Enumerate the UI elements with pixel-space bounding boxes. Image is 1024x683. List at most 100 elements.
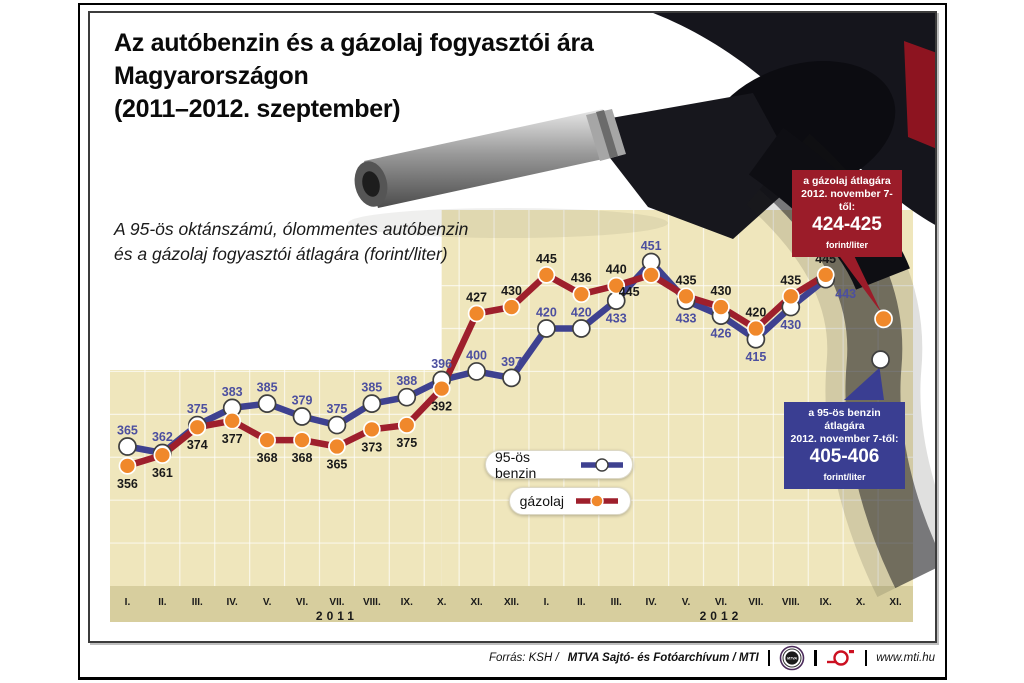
svg-text:MTVA: MTVA <box>787 657 797 661</box>
value-label: 435 <box>676 273 697 287</box>
diesel-callout-line2: 2012. november 7-től: <box>801 188 893 213</box>
value-label: 430 <box>780 318 801 332</box>
value-label: 392 <box>431 400 452 414</box>
footer-divider <box>814 650 817 666</box>
value-label: 379 <box>292 393 313 407</box>
month-tick-label: VI. <box>296 597 308 608</box>
diesel-callout-line1: a gázolaj átlagára <box>803 175 891 187</box>
mti-logo-icon <box>826 650 854 666</box>
year-label: 2011 <box>316 609 358 623</box>
x-axis-band <box>110 586 913 622</box>
month-tick-label: I. <box>125 597 131 608</box>
benzin-callout-line1: a 95-ös benzin átlagára <box>808 407 881 432</box>
title-line-2: Magyarországon <box>114 62 309 90</box>
value-label: 365 <box>117 424 138 438</box>
data-point-marker <box>712 298 730 316</box>
infographic-frame: I. II. III. IV. V. VI. VII. VIII. IX. X. XI. XII. 20… <box>88 11 937 643</box>
value-label: 440 <box>606 263 627 277</box>
value-label: 436 <box>571 271 592 285</box>
legend-marker-gazolaj <box>576 494 618 508</box>
data-point-marker <box>223 411 242 430</box>
month-tick-label: I. <box>544 597 550 608</box>
data-point-marker <box>607 276 626 295</box>
value-label: 400 <box>466 348 487 362</box>
legend-item-benzin: 95-ös benzin <box>485 448 633 481</box>
value-label: 420 <box>536 306 557 320</box>
data-point-marker <box>257 394 277 413</box>
month-tick-label: IX. <box>401 597 413 608</box>
value-label: 375 <box>187 402 208 416</box>
value-label: 443 <box>835 287 856 301</box>
data-point-marker <box>677 287 695 306</box>
data-point-marker <box>537 266 556 284</box>
value-label: 433 <box>606 312 627 326</box>
value-label: 368 <box>257 451 278 465</box>
year-label: 2012 <box>700 609 743 623</box>
month-tick-label: VII. <box>329 597 344 608</box>
value-label: 420 <box>571 306 592 320</box>
value-label: 435 <box>780 273 801 287</box>
x-axis-labels: I. II. III. IV. V. VI. VII. VIII. IX. X. XI. XII. 20… <box>125 597 902 623</box>
legend-item-gazolaj: gázolaj <box>509 487 631 515</box>
data-point-marker <box>118 437 137 456</box>
data-point-marker <box>258 431 276 449</box>
value-label: 356 <box>117 477 138 491</box>
data-point-marker <box>397 387 417 407</box>
month-tick-label: XI. <box>470 597 482 608</box>
month-tick-label: IX. <box>820 597 832 608</box>
value-label: 375 <box>396 436 417 450</box>
benzin-callout-value: 405-406 <box>809 446 880 467</box>
footer-divider <box>864 650 868 666</box>
legend-label-benzin: 95-ös benzin <box>495 448 537 481</box>
data-point-marker <box>153 446 172 464</box>
chart-title: Az autóbenzin és a gázolaj fogyasztói ár… <box>114 27 594 126</box>
data-point-marker <box>571 319 591 338</box>
month-tick-label: II. <box>577 597 586 608</box>
value-label: 362 <box>152 430 173 444</box>
benzin-callout-unit: forint/liter <box>823 472 866 482</box>
value-label: 445 <box>619 285 640 299</box>
data-point-marker <box>432 379 451 398</box>
forecast-point-marker <box>871 350 890 369</box>
data-point-marker <box>537 319 556 338</box>
value-label: 365 <box>327 458 348 472</box>
value-label: 385 <box>257 381 278 395</box>
nozzle-body <box>583 93 800 239</box>
price-chart: I. II. III. IV. V. VI. VII. VIII. IX. X. XI. XII. 20… <box>110 13 935 623</box>
month-tick-label: VIII. <box>363 597 381 608</box>
value-label: 420 <box>745 306 766 320</box>
footer: Forrás: KSH / MTVA Sajtó- és Fotóarchívu… <box>489 644 935 672</box>
value-label: 373 <box>361 440 382 454</box>
value-label: 374 <box>187 438 208 452</box>
month-tick-label: V. <box>682 597 691 608</box>
diesel-callout: a gázolaj átlagára 2012. november 7-től:… <box>792 170 902 257</box>
data-point-marker <box>188 418 207 437</box>
data-point-marker <box>781 287 800 306</box>
legend-marker-benzin <box>581 457 623 472</box>
diesel-callout-unit: forint/liter <box>826 240 868 250</box>
benzin-callout-pointer <box>844 367 884 400</box>
data-point-marker <box>747 319 765 338</box>
data-point-marker <box>292 407 312 426</box>
value-label: 430 <box>501 284 522 298</box>
benzin-callout-line2: 2012. november 7-től: <box>790 433 899 445</box>
month-tick-label: IV. <box>645 597 657 608</box>
value-label: 361 <box>152 466 173 480</box>
jacket-red-stripe <box>904 41 935 149</box>
month-tick-label: III. <box>611 597 622 608</box>
value-label: 433 <box>676 312 697 326</box>
data-point-marker <box>328 437 346 456</box>
forecast-point-marker <box>874 309 893 329</box>
month-tick-label: V. <box>263 597 272 608</box>
value-label: 445 <box>536 252 557 266</box>
month-tick-label: X. <box>437 597 447 608</box>
footer-source-prefix: Forrás: KSH / <box>489 652 559 664</box>
mtva-logo-icon: MTVA <box>779 645 805 671</box>
data-point-marker <box>816 266 835 284</box>
nozzle-spout <box>364 109 617 208</box>
month-tick-label: II. <box>158 597 167 608</box>
month-tick-label: III. <box>192 597 203 608</box>
data-point-marker <box>362 394 382 413</box>
website-link[interactable]: www.mti.hu <box>876 652 935 664</box>
value-label: 385 <box>361 381 382 395</box>
